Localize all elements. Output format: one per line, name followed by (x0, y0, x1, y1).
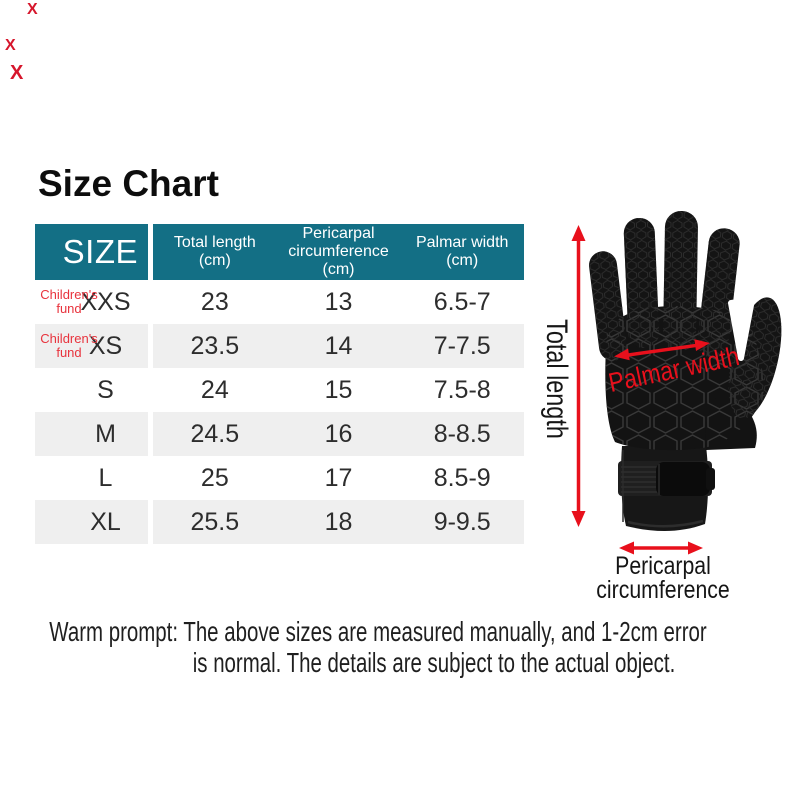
column-divider (148, 500, 153, 544)
column-divider (148, 412, 153, 456)
total-length-value: 25.5 (190, 507, 240, 536)
palmar-width-arrow (614, 339, 710, 361)
palmar-value: 6.5-7 (433, 287, 491, 316)
size-label: S (97, 375, 114, 404)
size-label: XL (90, 507, 121, 536)
table-row: Children's fund XS 23.5 14 7-7.5 (35, 324, 524, 368)
table-row: Children's fund XXS 23 13 6.5-7 (35, 280, 524, 324)
children-fund-note: Children's fund (40, 287, 98, 316)
children-fund-note: Children's fund (40, 331, 98, 360)
pericarpal-value: 15 (324, 375, 353, 404)
pericarpal-value: 16 (324, 419, 353, 448)
pericarpal-value: 18 (324, 507, 353, 536)
total-length-value: 23 (200, 287, 229, 316)
table-row: M 24.5 16 8-8.5 (35, 412, 524, 456)
table-header-row: SIZE Total length (cm) Pericarpal circum… (35, 224, 524, 280)
palmar-value: 7.5-8 (433, 375, 491, 404)
pericarpal-value: 14 (324, 331, 353, 360)
header-total-length: Total length (cm) (173, 234, 256, 269)
table-row: S 24 15 7.5-8 (35, 368, 524, 412)
watermark-x-icon: X (5, 37, 16, 54)
header-pericarpal: Pericarpal circumference (cm) (288, 225, 389, 278)
pericarpal-arrow (619, 541, 703, 555)
pericarpal-label: Pericarpal circumference (596, 552, 730, 604)
palmar-value: 7-7.5 (433, 331, 491, 360)
palmar-value: 8.5-9 (433, 463, 491, 492)
palmar-value: 9-9.5 (433, 507, 491, 536)
warm-prompt-line1: Warm prompt: The above sizes are measure… (49, 616, 707, 647)
glove-image (589, 211, 782, 532)
pericarpal-value: 13 (324, 287, 353, 316)
total-length-value: 25 (200, 463, 229, 492)
total-length-arrow (571, 225, 586, 527)
column-divider (148, 224, 153, 280)
size-table: SIZE Total length (cm) Pericarpal circum… (35, 224, 524, 544)
size-label: XS (88, 331, 123, 360)
total-length-value: 24 (200, 375, 229, 404)
pericarpal-value: 17 (324, 463, 353, 492)
watermark-x-icon: X (10, 62, 24, 84)
size-label: XXS (80, 287, 131, 316)
palmar-value: 8-8.5 (433, 419, 491, 448)
column-divider (148, 456, 153, 500)
total-length-label: Total length (540, 319, 573, 439)
size-label: L (98, 463, 113, 492)
page-title: Size Chart (38, 163, 219, 204)
table-row: L 25 17 8.5-9 (35, 456, 524, 500)
column-divider (148, 368, 153, 412)
header-palmar: Palmar width (cm) (415, 234, 509, 269)
table-row: XL 25.5 18 9-9.5 (35, 500, 524, 544)
watermark-x-icon: X (27, 1, 38, 18)
size-label: M (95, 419, 116, 448)
total-length-value: 24.5 (190, 419, 240, 448)
header-size: SIZE (35, 224, 148, 280)
warm-prompt-line2: is normal. The details are subject to th… (192, 647, 676, 678)
total-length-value: 23.5 (190, 331, 240, 360)
column-divider (148, 280, 153, 324)
column-divider (148, 324, 153, 368)
